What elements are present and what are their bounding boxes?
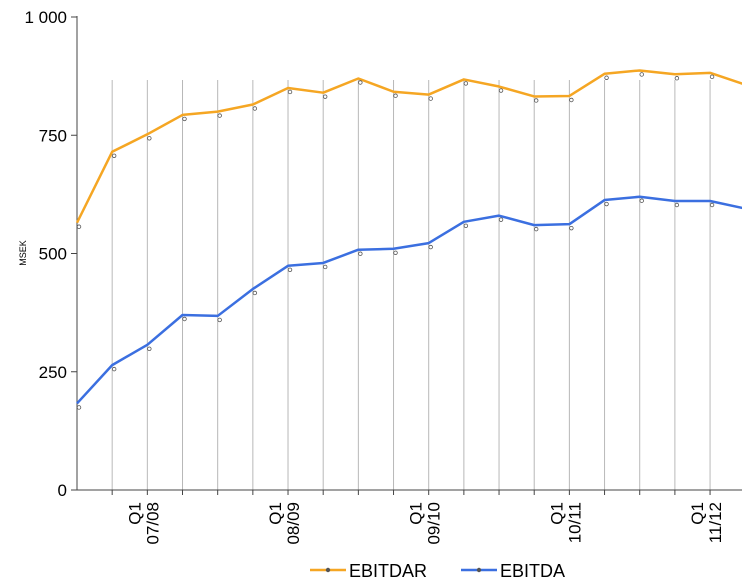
y-tick-label: 250 [39, 363, 67, 382]
data-point [393, 250, 398, 255]
data-point [674, 202, 680, 208]
data-point [287, 267, 293, 272]
x-axis-labels: Q1 07/08 Q1 08/09 Q1 09/10 Q1 10/11 Q1 11/12 [125, 502, 725, 545]
x-tick-label-quarter: Q1 [547, 502, 566, 525]
x-tick-label-quarter: Q1 [688, 502, 707, 525]
data-point [604, 201, 609, 207]
data-point [498, 217, 504, 222]
x-tick-label-quarter: Q1 [407, 502, 426, 525]
data-point [498, 88, 504, 93]
data-point [639, 72, 644, 77]
data-point [217, 317, 222, 323]
x-tick-label-year: 08/09 [284, 502, 303, 545]
y-tick-label: 750 [39, 126, 67, 145]
data-point [76, 405, 82, 410]
y-axis-ticks: 0 250 500 750 1 000 [24, 8, 77, 500]
data-point [463, 81, 469, 86]
data-point [639, 198, 644, 203]
y-tick-label: 1 000 [24, 8, 67, 27]
data-point [358, 80, 363, 85]
series-line-ebitda [76, 195, 742, 405]
data-point [111, 366, 117, 372]
x-tick-label: Q1 11/12 [688, 502, 725, 543]
legend-marker [476, 567, 482, 573]
data-point [709, 74, 715, 80]
x-tick-label-quarter: Q1 [125, 502, 144, 525]
series-line-ebitdar [75, 69, 742, 224]
data-point [252, 290, 258, 296]
axes [76, 16, 742, 495]
data-point [358, 251, 363, 256]
data-point [287, 89, 293, 95]
data-point [709, 202, 715, 208]
data-point [322, 264, 328, 270]
data-point [674, 76, 680, 81]
x-tick-label: Q1 07/08 [125, 502, 162, 545]
data-point [111, 153, 117, 159]
data-point [76, 224, 82, 229]
x-tick-label-year: 11/12 [706, 502, 725, 543]
x-tick-label: Q1 09/10 [407, 502, 444, 545]
data-point [217, 113, 222, 118]
x-tick-label: Q1 08/09 [266, 502, 303, 545]
data-point [322, 94, 328, 99]
data-point [428, 96, 433, 101]
vertical-gridlines [111, 80, 711, 490]
x-tick-label-year: 09/10 [425, 502, 444, 545]
legend-label: EBITDA [500, 561, 565, 581]
data-point [252, 106, 258, 111]
data-point [182, 116, 187, 122]
data-point [428, 244, 433, 250]
data-point [147, 136, 152, 141]
data-point [463, 223, 469, 229]
y-tick-label: 500 [39, 245, 67, 264]
data-point [534, 226, 539, 232]
x-tick-label-year: 10/11 [565, 502, 584, 543]
legend-label: EBITDAR [349, 561, 427, 581]
data-point [393, 93, 398, 98]
x-tick-label-quarter: Q1 [266, 502, 285, 525]
data-point [569, 225, 574, 231]
data-point [147, 346, 152, 351]
y-axis-label: MSEK [18, 240, 28, 266]
y-tick-label: 0 [58, 481, 67, 500]
data-point [534, 98, 539, 103]
legend: EBITDAR EBITDA [310, 561, 565, 581]
legend-marker [325, 567, 331, 573]
series-lines [75, 69, 742, 410]
x-tick-label-year: 07/08 [143, 502, 162, 545]
data-point [182, 316, 187, 322]
x-tick-label: Q1 10/11 [547, 502, 584, 543]
data-point [604, 75, 609, 80]
data-point [569, 97, 574, 103]
